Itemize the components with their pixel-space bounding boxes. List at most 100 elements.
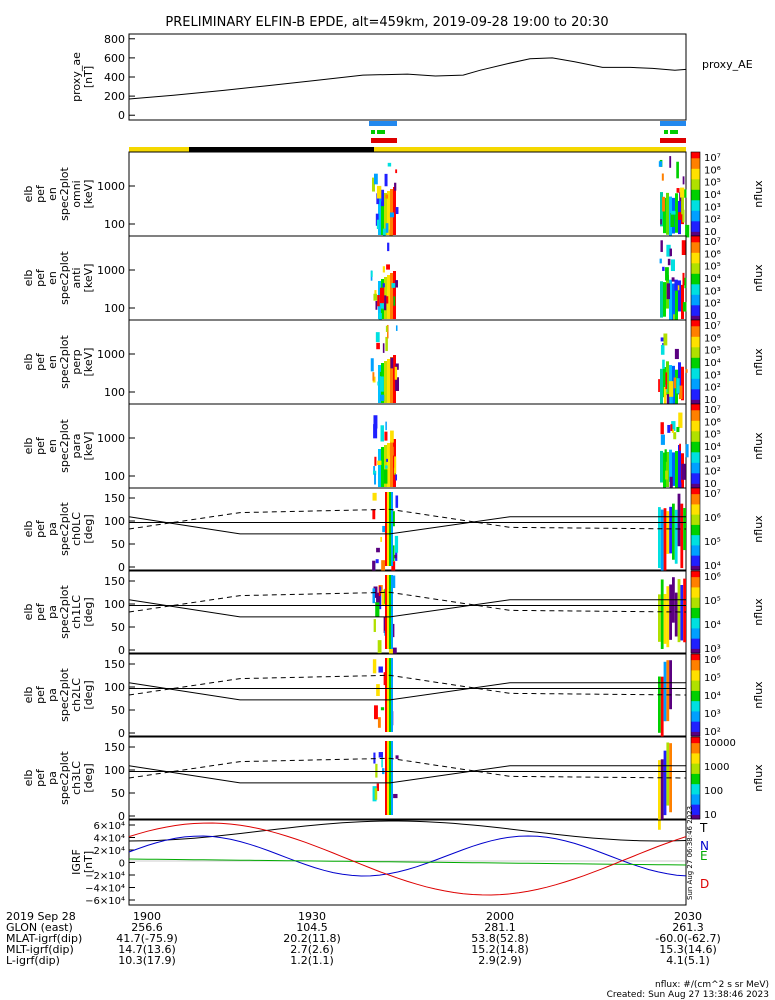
footer-cell: 1.2(1.1) bbox=[290, 954, 334, 967]
footer-cell: -60.0(-62.7) bbox=[655, 932, 721, 945]
panel-ylabel: omni bbox=[70, 180, 83, 207]
footer-cell: 20.2(11.8) bbox=[283, 932, 341, 945]
panel-frame bbox=[128, 487, 687, 571]
created-note: Created: Sun Aug 27 13:38:46 2023 bbox=[607, 990, 769, 1000]
panel-ylabel: spec2plot bbox=[58, 335, 71, 389]
panel-ytick-label: 1000 bbox=[97, 180, 125, 193]
panel-ylabel: [keV] bbox=[82, 348, 95, 377]
panel-frame bbox=[128, 736, 687, 820]
colorbar-tick-label: 10⁵ bbox=[704, 537, 721, 548]
panel-ytick-label: 0 bbox=[118, 727, 125, 740]
footer-cell: 261.3 bbox=[672, 921, 704, 934]
colorbar-label: nflux bbox=[752, 180, 765, 208]
colorbar-tick-label: 10³ bbox=[704, 644, 721, 655]
footer-cell: 104.5 bbox=[296, 921, 328, 934]
panel-ylabel: en bbox=[46, 271, 59, 285]
ae-ytick-label: 800 bbox=[104, 33, 125, 46]
colorbar-tick-label: 10³ bbox=[704, 202, 721, 213]
panel-ylabel: elb bbox=[22, 186, 35, 203]
igrf-series-line bbox=[128, 835, 687, 877]
colorbar-tick-label: 1000 bbox=[704, 762, 729, 773]
panel-ytick-label: 100 bbox=[104, 386, 125, 399]
panel-ytick-label: 0 bbox=[118, 561, 125, 574]
zone-bar-green-1b bbox=[377, 130, 385, 134]
ae-ytick-label: 400 bbox=[104, 71, 125, 84]
panel-ytick-label: 50 bbox=[111, 704, 125, 717]
igrf-ylabel: [nT] bbox=[82, 851, 95, 873]
igrf-series-line bbox=[128, 822, 687, 896]
panel-ytick-label: 50 bbox=[111, 621, 125, 634]
science-zone-bars bbox=[129, 121, 686, 152]
panel-ylabel: pef bbox=[34, 352, 47, 371]
igrf-series-label: N bbox=[700, 839, 709, 853]
panel-ylabel: pef bbox=[34, 768, 47, 787]
panel-ylabel: spec2plot bbox=[58, 251, 71, 305]
colorbar-tick-label: 10000 bbox=[704, 738, 736, 749]
colorbar-tick-label: 10⁵ bbox=[704, 430, 721, 441]
colorbar-tick-label: 10⁷ bbox=[704, 153, 721, 164]
igrf-series-label: T bbox=[699, 821, 708, 835]
panel-ylabel: [deg] bbox=[82, 514, 95, 543]
igrf-ytick-label: −6×10⁴ bbox=[85, 896, 125, 907]
colorbar-tick-label: 10⁷ bbox=[704, 489, 721, 500]
colorbar-tick-label: 10² bbox=[704, 383, 721, 394]
proxy-ae-panel: 800 600 400 200 0 proxy_AE proxy_ae [nT] bbox=[70, 33, 753, 122]
panel-ytick-label: 100 bbox=[104, 218, 125, 231]
panel-ytick-label: 1000 bbox=[97, 264, 125, 277]
loss-cone-line bbox=[128, 516, 686, 535]
footer-cell: 4.1(5.1) bbox=[666, 954, 710, 967]
anti-loss-cone-line bbox=[128, 591, 687, 613]
igrf-series-line bbox=[128, 858, 687, 866]
footer-row-label: MLT-igrf(dip) bbox=[6, 943, 74, 956]
colorbar-tick-label: 10⁴ bbox=[704, 190, 721, 201]
footer-cell: 10.3(17.9) bbox=[118, 954, 176, 967]
colorbar-tick-label: 10⁴ bbox=[704, 561, 721, 572]
colorbar-label: nflux bbox=[752, 515, 765, 543]
colorbar-tick-label: 10⁵ bbox=[704, 346, 721, 357]
igrf-series-label: E bbox=[700, 849, 708, 863]
footer-row-label: MLAT-igrf(dip) bbox=[6, 932, 82, 945]
units-note: nflux: #/(cm^2 s sr MeV) bbox=[655, 980, 769, 990]
ae-ylabel: [nT] bbox=[82, 66, 95, 88]
footer-cell: 281.1 bbox=[484, 921, 516, 934]
panel-ylabel: pef bbox=[34, 602, 47, 621]
panel-ytick-label: 0 bbox=[118, 644, 125, 657]
panel-ylabel: en bbox=[46, 439, 59, 453]
panel-ylabel: ch1LC bbox=[70, 595, 83, 629]
footer-cell: 1900 bbox=[133, 910, 161, 923]
colorbar-tick-label: 10 bbox=[704, 479, 717, 490]
igrf-ytick-label: 4×10⁴ bbox=[94, 834, 125, 845]
panel-ylabel: pa bbox=[46, 605, 59, 619]
footer-cell: 14.7(13.6) bbox=[118, 943, 176, 956]
colorbar-tick-label: 10⁶ bbox=[704, 165, 721, 176]
colorbar-tick-label: 10⁶ bbox=[704, 249, 721, 260]
loss-cone-line bbox=[128, 682, 686, 701]
panel-ylabel: pa bbox=[46, 771, 59, 785]
footer-cell: 15.3(14.6) bbox=[659, 943, 717, 956]
region-bar-black bbox=[189, 147, 374, 152]
panel-ylabel: elb bbox=[22, 521, 35, 538]
colorbar-tick-label: 10² bbox=[704, 467, 721, 478]
panel-ylabel: perp bbox=[70, 349, 83, 374]
panel-ylabel: en bbox=[46, 187, 59, 201]
panel-ylabel: [keV] bbox=[82, 180, 95, 209]
panel-ylabel: pa bbox=[46, 688, 59, 702]
panel-ylabel: spec2plot bbox=[58, 167, 71, 221]
zone-bar-green-2a bbox=[664, 130, 668, 134]
colorbar-tick-label: 10³ bbox=[704, 709, 721, 720]
panel-ylabel: pef bbox=[34, 268, 47, 287]
igrf-ytick-label: 2×10⁴ bbox=[94, 846, 125, 857]
anti-loss-cone-line bbox=[128, 757, 687, 779]
panel-ylabel: ch2LC bbox=[70, 678, 83, 712]
panel-ytick-label: 50 bbox=[111, 787, 125, 800]
colorbar-tick-label: 10⁵ bbox=[704, 673, 721, 684]
panel-ytick-label: 100 bbox=[104, 470, 125, 483]
colorbar-label: nflux bbox=[752, 598, 765, 626]
colorbar-tick-label: 10⁶ bbox=[704, 655, 721, 666]
proxy-ae-line bbox=[128, 57, 687, 100]
panel-ylabel: spec2plot bbox=[58, 751, 71, 805]
ae-ylabel: proxy_ae bbox=[70, 52, 83, 102]
colorbar bbox=[690, 653, 701, 737]
colorbar-tick-label: 10⁶ bbox=[704, 333, 721, 344]
